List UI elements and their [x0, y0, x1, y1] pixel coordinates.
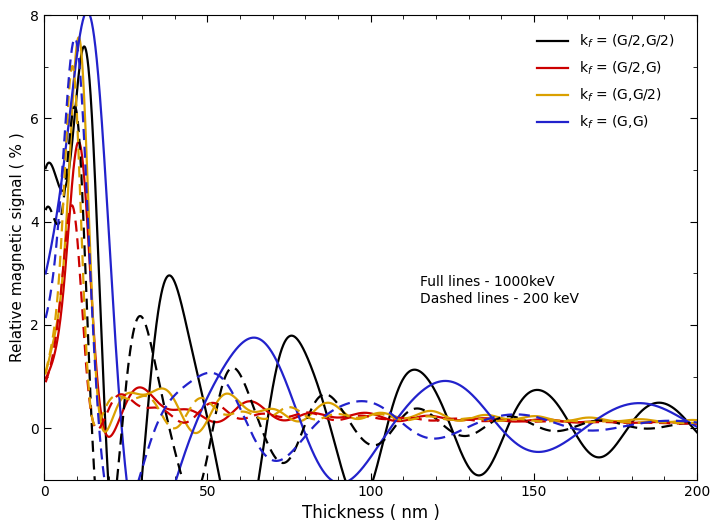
Legend: k$_f$ = (G/2,G/2), k$_f$ = (G/2,G), k$_f$ = (G,G/2), k$_f$ = (G,G): k$_f$ = (G/2,G/2), k$_f$ = (G/2,G), k$_f…: [531, 27, 680, 137]
Y-axis label: Relative magnetic signal ( % ): Relative magnetic signal ( % ): [10, 132, 24, 362]
X-axis label: Thickness ( nm ): Thickness ( nm ): [302, 504, 439, 522]
Text: Full lines - 1000keV
Dashed lines - 200 keV: Full lines - 1000keV Dashed lines - 200 …: [420, 276, 579, 305]
